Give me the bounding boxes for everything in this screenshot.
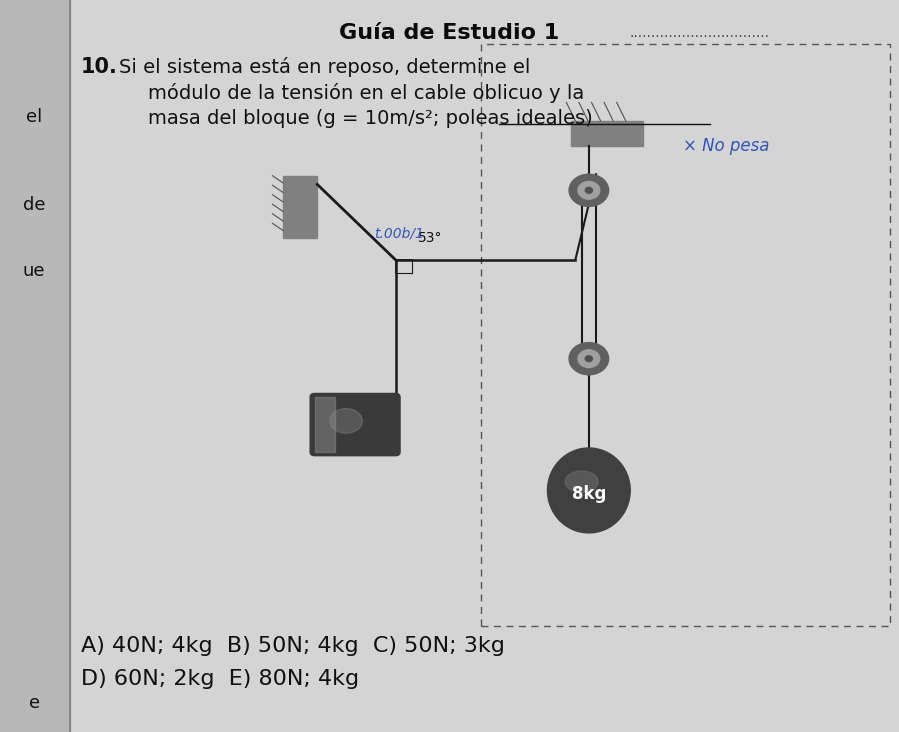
Text: ue: ue (22, 262, 46, 280)
Text: 10.: 10. (81, 57, 118, 78)
Text: de: de (22, 196, 46, 214)
Text: Guía de Estudio 1: Guía de Estudio 1 (340, 23, 559, 43)
Circle shape (569, 343, 609, 375)
Ellipse shape (547, 448, 630, 533)
Text: A) 40N; 4kg  B) 50N; 4kg  C) 50N; 3kg: A) 40N; 4kg B) 50N; 4kg C) 50N; 3kg (81, 635, 504, 656)
Text: masa del bloque (g = 10m/s²; poleas ideales): masa del bloque (g = 10m/s²; poleas idea… (148, 109, 593, 128)
FancyBboxPatch shape (310, 394, 400, 455)
Circle shape (585, 356, 592, 362)
Circle shape (578, 182, 600, 199)
Bar (283, 176, 317, 238)
Ellipse shape (565, 471, 598, 492)
Text: × No pesa: × No pesa (683, 138, 770, 155)
Text: el: el (26, 108, 42, 126)
Circle shape (569, 174, 609, 206)
Bar (315, 397, 335, 452)
Text: t.00b/1: t.00b/1 (374, 226, 424, 240)
Bar (0, 0, 70, 732)
Bar (481, 44, 890, 626)
Text: 53°: 53° (418, 231, 442, 245)
Text: 8kg: 8kg (572, 485, 606, 503)
Text: D) 60N; 2kg  E) 80N; 4kg: D) 60N; 2kg E) 80N; 4kg (81, 669, 359, 690)
Circle shape (578, 350, 600, 367)
Circle shape (585, 187, 592, 193)
Ellipse shape (330, 408, 362, 433)
Text: e: e (29, 694, 40, 712)
Text: módulo de la tensión en el cable oblicuo y la: módulo de la tensión en el cable oblicuo… (148, 83, 584, 103)
Bar (571, 121, 643, 146)
Text: Si el sistema está en reposo, determine el: Si el sistema está en reposo, determine … (119, 57, 530, 78)
Text: ................................: ................................ (629, 26, 770, 40)
